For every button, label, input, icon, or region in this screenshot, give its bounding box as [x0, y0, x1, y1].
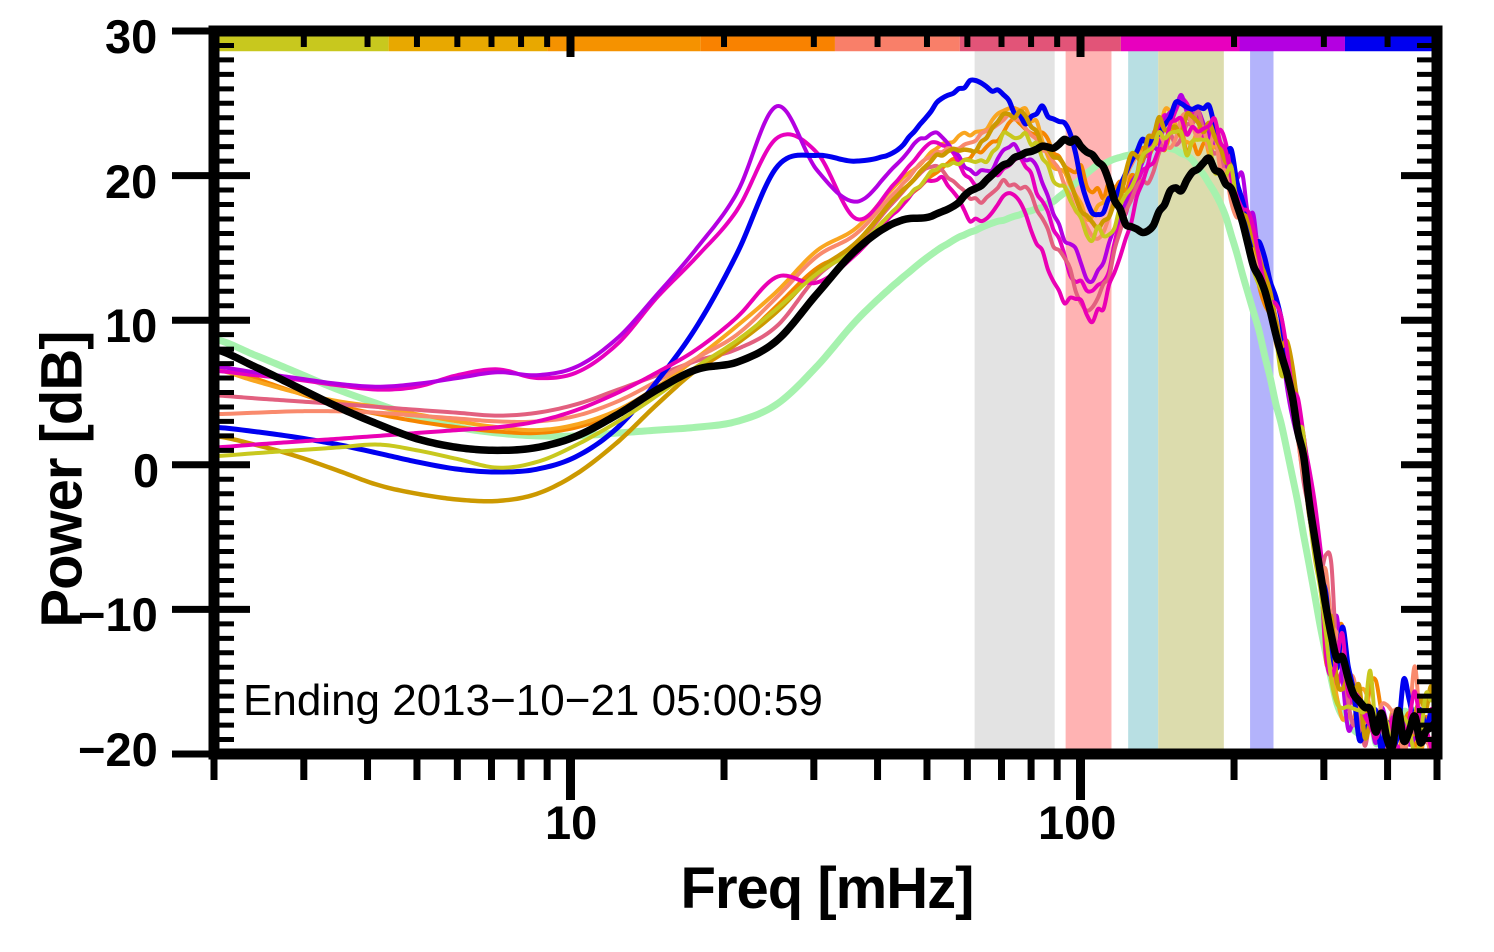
colorbar-segment-6 [1120, 33, 1240, 52]
series-group [214, 77, 1437, 754]
x-axis-ticks [210, 31, 1441, 800]
ending-timestamp-annotation: Ending 2013−10−21 05:00:59 [243, 676, 823, 725]
y-tick-label-30: 30 [105, 10, 158, 63]
spectrum-blue [214, 77, 1437, 753]
spectrum-olive [214, 128, 1437, 754]
colorbar-segment-7 [1239, 33, 1345, 52]
y-axis-ticks [172, 27, 1437, 758]
y-tick-label-neg10: −10 [78, 588, 158, 641]
x-axis-label: Freq [mHz] [680, 856, 975, 921]
band-periwinkle [1250, 45, 1274, 754]
spectrum-salmon [214, 111, 1437, 754]
colorbar-segment-8 [1344, 33, 1437, 52]
x-tick-label-100: 100 [1038, 796, 1117, 849]
x-tick-label-10: 10 [545, 796, 598, 849]
colorbar-segment-2 [547, 33, 701, 52]
y-tick-label-20: 20 [105, 155, 158, 208]
colorbar-segment-1 [388, 33, 548, 52]
colorbar-segment-3 [700, 33, 835, 52]
mean-spectrum [214, 135, 1437, 752]
y-tick-label-10: 10 [105, 299, 158, 352]
band-grey [974, 45, 1055, 754]
y-tick-label-0: 0 [133, 444, 160, 497]
y-tick-label-neg20: −20 [78, 723, 158, 776]
